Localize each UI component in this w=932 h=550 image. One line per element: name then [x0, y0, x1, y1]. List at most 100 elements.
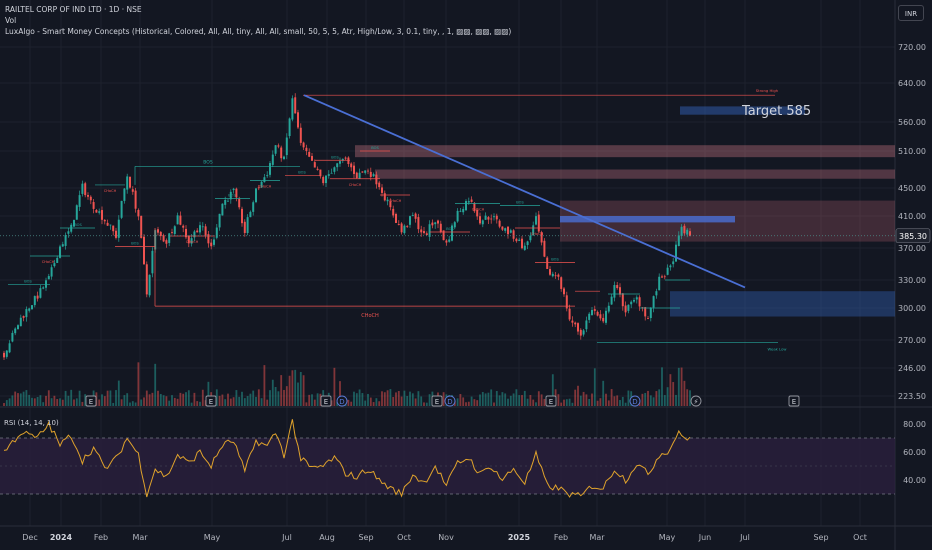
candle-body: [112, 225, 115, 232]
dividend-marker[interactable]: D: [336, 395, 348, 407]
candle-body: [649, 307, 652, 319]
descending-trendline[interactable]: [303, 94, 746, 289]
volume-bar: [294, 369, 297, 406]
volume-bar: [283, 389, 285, 406]
event-markers[interactable]: E E E D E D E D ⚡ E: [85, 395, 800, 407]
volume-bar: [70, 389, 73, 406]
volume-bar: [215, 389, 218, 406]
volume-bar: [280, 375, 283, 406]
volume-bar: [201, 389, 204, 406]
volume-bar: [151, 392, 154, 406]
volume-bar: [129, 402, 131, 406]
marker-label: D: [447, 398, 452, 406]
candle-body: [185, 228, 187, 238]
volume-bar: [470, 396, 473, 406]
volume-label[interactable]: Vol: [5, 16, 17, 25]
time-tick-label: Jul: [281, 533, 292, 542]
volume-bar: [672, 382, 675, 406]
candle-body: [173, 226, 176, 234]
volume-bar: [358, 389, 361, 406]
candle-body: [369, 171, 372, 177]
candle-body: [31, 305, 33, 310]
time-tick-label: 2024: [50, 533, 73, 542]
dividend-marker[interactable]: D: [444, 395, 456, 407]
candle-body: [451, 225, 453, 241]
candle-body: [504, 228, 507, 231]
split-marker[interactable]: ⚡: [690, 395, 702, 407]
volume-bar: [588, 398, 591, 406]
candle-body: [123, 188, 126, 201]
candle-body: [227, 200, 229, 202]
volume-bar: [411, 393, 414, 406]
candle-body: [322, 177, 325, 184]
volume-bar: [64, 390, 67, 406]
candle-body: [143, 236, 145, 265]
time-tick-label: Jun: [698, 533, 712, 542]
candle-body: [59, 246, 61, 258]
marker-shape: [205, 395, 217, 407]
candle-body: [294, 97, 297, 114]
volume-bar: [526, 398, 529, 406]
marker-shape: [320, 395, 332, 407]
earnings-marker[interactable]: E: [545, 395, 557, 407]
volume-bar: [246, 396, 249, 406]
candle-body: [103, 220, 106, 222]
candle-body: [689, 231, 691, 236]
earnings-marker[interactable]: E: [431, 395, 443, 407]
indicator-title[interactable]: LuxAlgo - Smart Money Concepts (Historic…: [5, 27, 512, 36]
candle-body: [378, 182, 381, 188]
volume-bar: [316, 393, 319, 406]
volume-bar: [313, 399, 316, 406]
annotation-labels: Target 585 Strong High CHoCH BOS Weak Low BOS…: [24, 88, 811, 352]
candle-body: [120, 200, 123, 218]
candle-body: [389, 201, 392, 208]
candle-body: [291, 98, 294, 120]
candle-body: [663, 276, 666, 278]
symbol-title[interactable]: RAILTEL CORP OF IND LTD · 1D · NSE: [5, 5, 142, 14]
candle-body: [661, 276, 663, 278]
candle-body: [336, 163, 339, 168]
volume-bar: [56, 399, 59, 406]
earnings-marker[interactable]: E: [85, 395, 97, 407]
candle-body: [381, 187, 383, 193]
candle-body: [467, 201, 470, 203]
volume-bar: [143, 397, 145, 406]
trendline[interactable]: [303, 94, 746, 289]
earnings-marker[interactable]: E: [205, 395, 217, 407]
volume-bar: [8, 398, 11, 406]
candle-body: [137, 209, 140, 217]
earnings-marker[interactable]: E: [788, 395, 800, 407]
dividend-marker[interactable]: D: [629, 395, 641, 407]
candle-body: [249, 211, 252, 218]
candle-body: [428, 224, 431, 237]
volume-bar: [425, 402, 428, 406]
volume-bar: [663, 395, 666, 406]
volume-bar: [112, 402, 115, 406]
candle-body: [470, 199, 473, 202]
candle-body: [285, 137, 288, 156]
candle-body: [361, 171, 364, 173]
candle-body: [521, 238, 523, 249]
time-tick-label: Sep: [358, 533, 373, 542]
candle-body: [126, 176, 129, 190]
volume-bar: [11, 395, 14, 406]
currency-button[interactable]: INR: [898, 5, 924, 21]
candle-body: [98, 211, 101, 213]
volume-bar: [347, 399, 350, 406]
volume-bar: [126, 393, 129, 406]
candle-body: [204, 226, 207, 236]
candle-body: [238, 198, 241, 208]
candle-body: [686, 229, 689, 235]
volume-bar: [515, 389, 518, 406]
volume-bar: [675, 394, 677, 406]
volume-bar: [375, 398, 378, 406]
candle-body: [22, 316, 25, 318]
volume-bar: [285, 386, 288, 406]
volume-bar: [274, 386, 277, 406]
supply-zone-2: [375, 169, 895, 179]
volume-bar: [73, 399, 75, 406]
candle-body: [39, 288, 42, 298]
candle-body: [540, 232, 543, 243]
earnings-marker[interactable]: E: [320, 395, 332, 407]
